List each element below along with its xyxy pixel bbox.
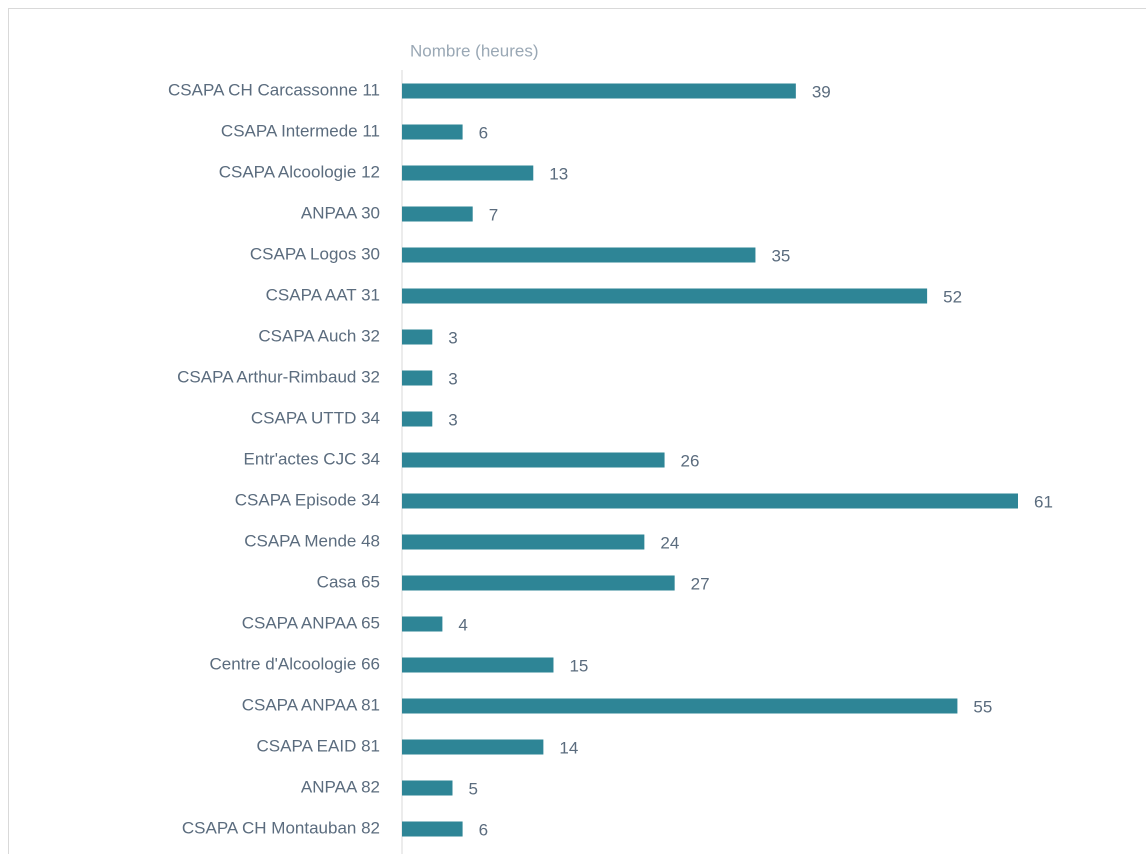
bar bbox=[402, 411, 433, 427]
data-label: 35 bbox=[771, 246, 790, 265]
bar bbox=[402, 698, 958, 714]
data-label: 55 bbox=[973, 697, 992, 716]
category-label: ANPAA 82 bbox=[301, 777, 380, 796]
category-label: Entr'actes CJC 34 bbox=[244, 449, 380, 468]
data-label: 52 bbox=[943, 287, 962, 306]
data-label: 3 bbox=[448, 328, 457, 347]
category-label: CSAPA ANPAA 81 bbox=[242, 695, 380, 714]
bar bbox=[402, 657, 554, 673]
category-label: CSAPA Logos 30 bbox=[250, 244, 380, 263]
bar bbox=[402, 780, 453, 796]
bar bbox=[402, 206, 473, 222]
category-label: CSAPA Arthur-Rimbaud 32 bbox=[177, 367, 380, 386]
data-label: 6 bbox=[479, 123, 488, 142]
category-label: CSAPA UTTD 34 bbox=[251, 408, 380, 427]
bar bbox=[402, 821, 463, 837]
chart-title: Nombre (heures) bbox=[410, 41, 539, 60]
chart-border bbox=[8, 8, 1146, 854]
bar bbox=[402, 288, 928, 304]
category-label: CSAPA Episode 34 bbox=[235, 490, 380, 509]
bar bbox=[402, 616, 443, 632]
bar bbox=[402, 165, 534, 181]
category-label: CSAPA EAID 81 bbox=[257, 736, 380, 755]
data-label: 27 bbox=[691, 574, 710, 593]
bar bbox=[402, 83, 796, 99]
data-label: 6 bbox=[479, 820, 488, 839]
bar bbox=[402, 493, 1018, 509]
category-label: CSAPA ANPAA 65 bbox=[242, 613, 380, 632]
category-label: ANPAA 30 bbox=[301, 203, 380, 222]
category-label: CSAPA CH Montauban 82 bbox=[182, 818, 380, 837]
category-label: CSAPA Mende 48 bbox=[244, 531, 380, 550]
bar bbox=[402, 575, 675, 591]
bar bbox=[402, 124, 463, 140]
category-label: CSAPA AAT 31 bbox=[266, 285, 380, 304]
category-label: Casa 65 bbox=[317, 572, 380, 591]
category-label: CSAPA Intermede 11 bbox=[221, 121, 380, 140]
data-label: 7 bbox=[489, 205, 498, 224]
bar bbox=[402, 534, 645, 550]
data-label: 3 bbox=[448, 369, 457, 388]
bar bbox=[402, 329, 433, 345]
data-label: 39 bbox=[812, 82, 831, 101]
category-label: CSAPA CH Carcassonne 11 bbox=[168, 80, 380, 99]
category-label: CSAPA Auch 32 bbox=[258, 326, 380, 345]
bar bbox=[402, 247, 756, 263]
data-label: 4 bbox=[458, 615, 467, 634]
data-label: 5 bbox=[468, 779, 477, 798]
category-label: CSAPA Alcoologie 12 bbox=[219, 162, 380, 181]
data-label: 26 bbox=[681, 451, 700, 470]
bar bbox=[402, 370, 433, 386]
data-label: 3 bbox=[448, 410, 457, 429]
data-label: 15 bbox=[569, 656, 588, 675]
bar bbox=[402, 739, 544, 755]
data-label: 61 bbox=[1034, 492, 1053, 511]
data-label: 14 bbox=[559, 738, 578, 757]
data-label: 13 bbox=[549, 164, 568, 183]
data-label: 24 bbox=[660, 533, 679, 552]
bar bbox=[402, 452, 665, 468]
category-label: Centre d'Alcoologie 66 bbox=[209, 654, 380, 673]
